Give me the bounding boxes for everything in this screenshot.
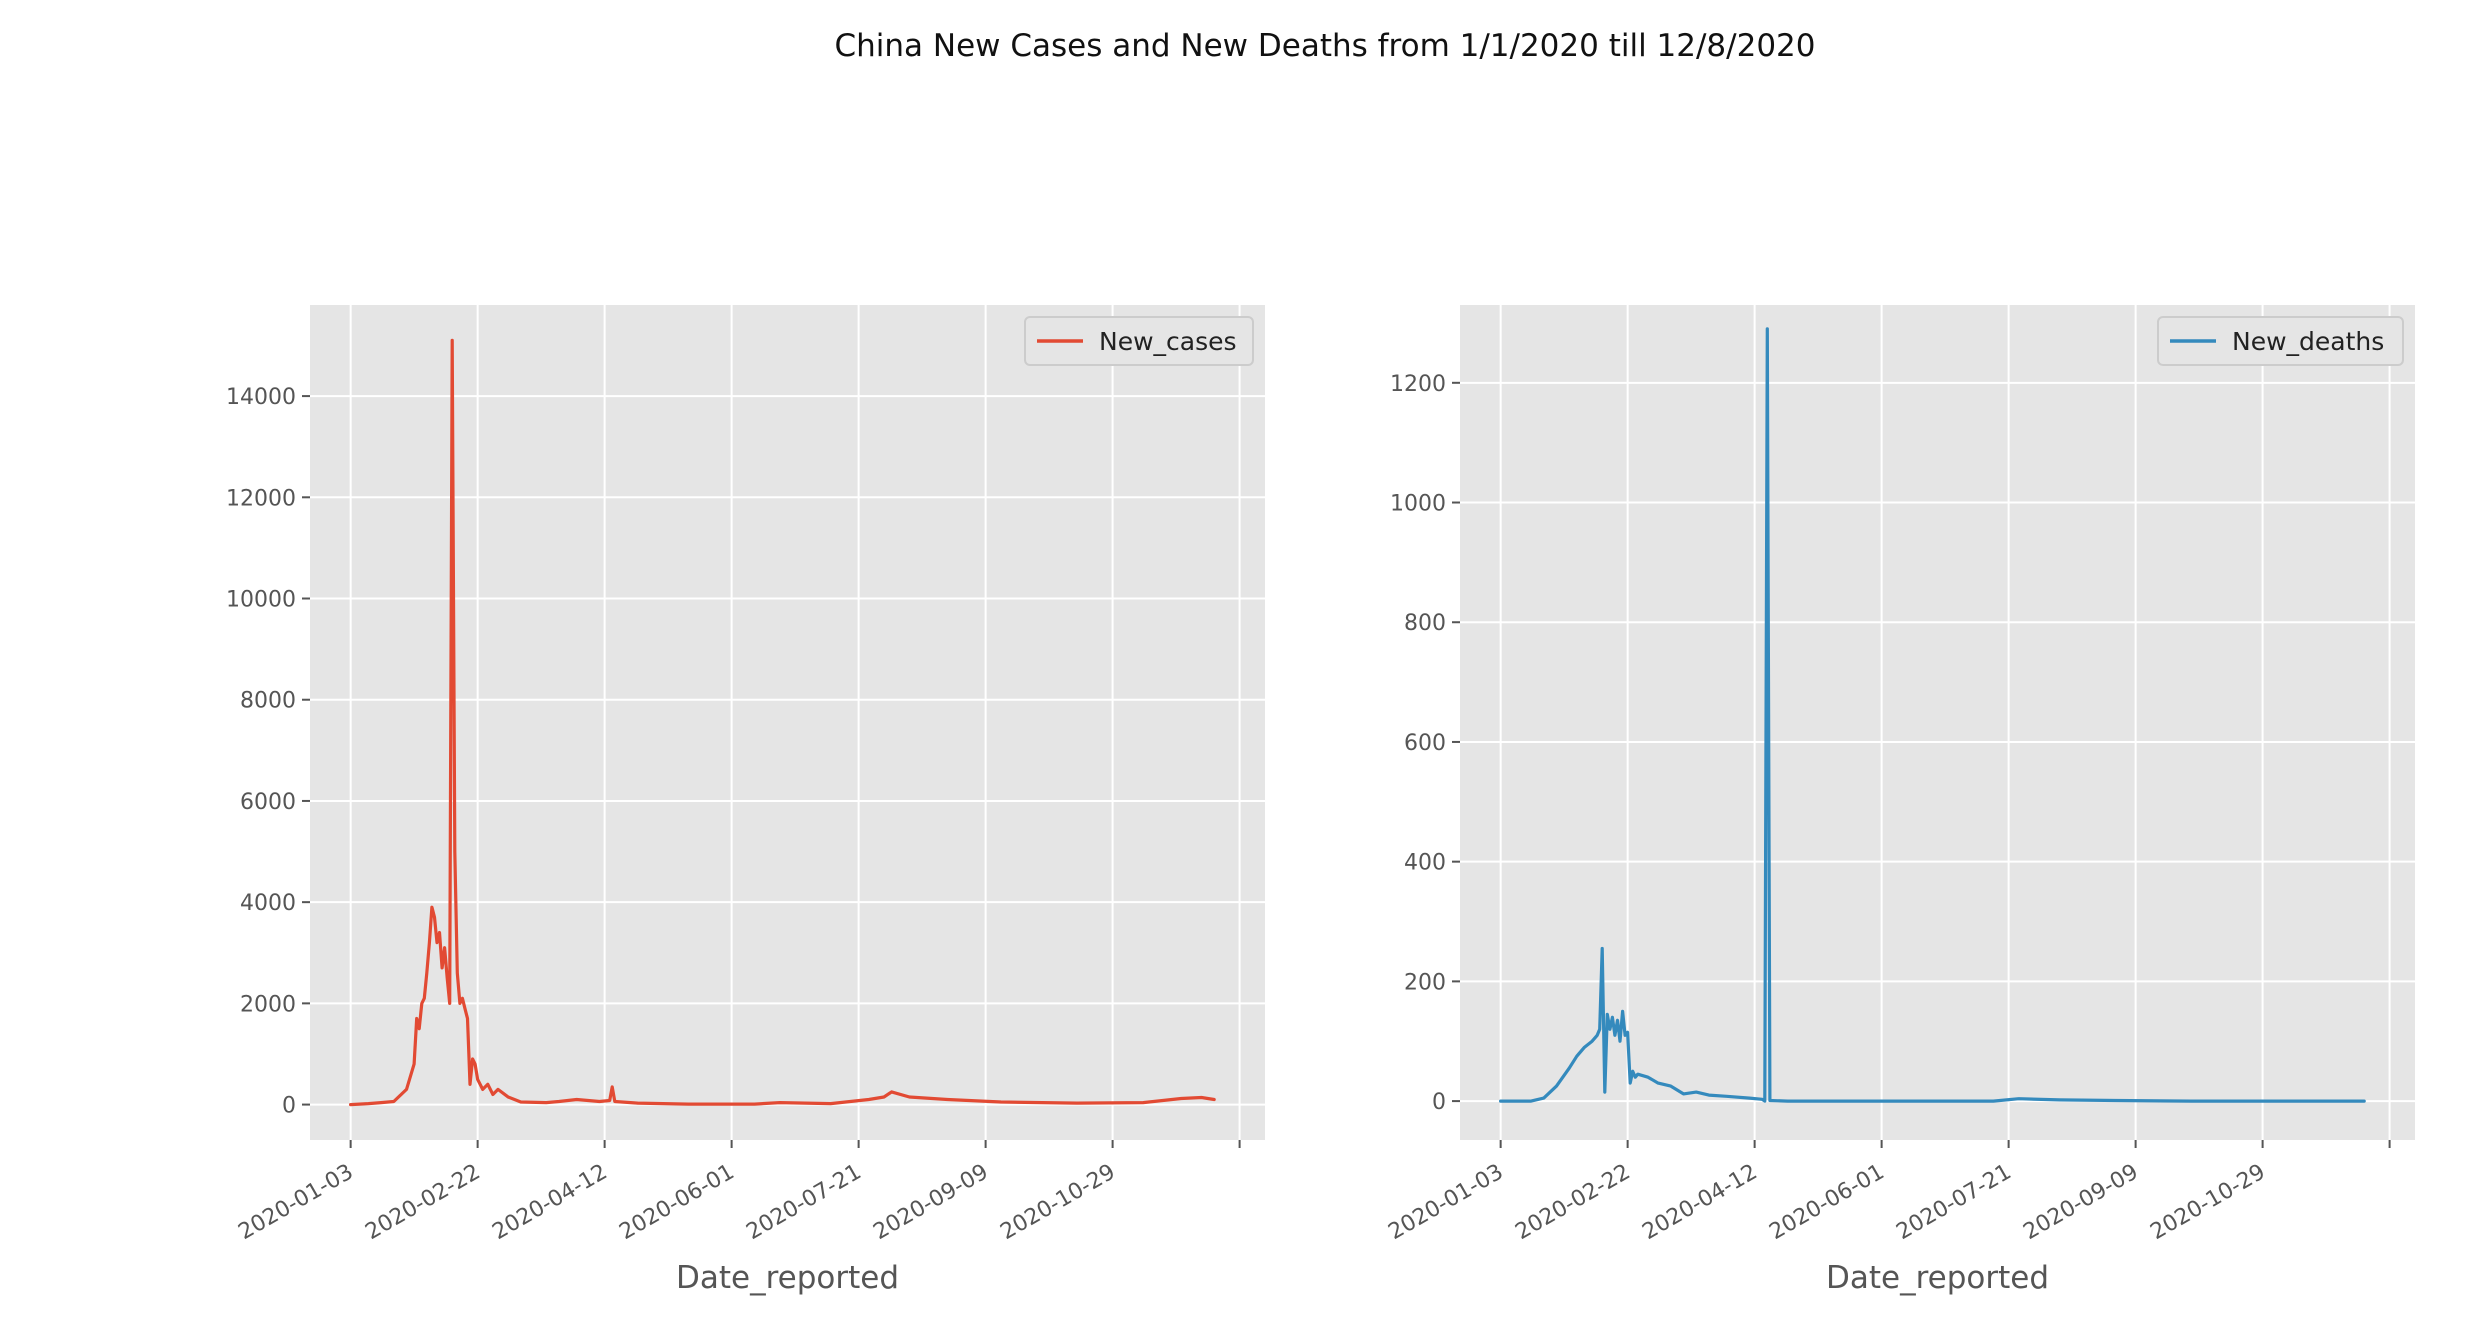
x-tick-label: 2020-02-22 [1511, 1160, 1634, 1246]
y-tick-label: 14000 [226, 385, 296, 410]
y-tick-label: 4000 [240, 891, 296, 916]
legend: New_cases [1024, 316, 1254, 366]
x-tick-label: 2020-01-03 [234, 1160, 357, 1246]
y-tick-label: 1000 [1390, 492, 1446, 517]
y-tick-label: 10000 [226, 588, 296, 613]
y-tick-label: 0 [282, 1094, 296, 1119]
y-tick-label: 1200 [1390, 372, 1446, 397]
x-tick-label: 2020-01-03 [1384, 1160, 1507, 1246]
x-tick-label: 2020-09-09 [869, 1160, 992, 1246]
x-axis-label: Date_reported [676, 1260, 899, 1296]
y-tick-label: 600 [1404, 731, 1446, 756]
plot-area [310, 305, 1265, 1140]
figure-title: China New Cases and New Deaths from 1/1/… [834, 28, 1815, 64]
y-tick-label: 400 [1404, 851, 1446, 876]
y-tick-label: 12000 [226, 486, 296, 511]
x-tick-label: 2020-07-21 [1892, 1160, 2015, 1246]
x-tick-label: 2020-10-29 [2146, 1160, 2269, 1246]
x-tick-label: 2020-09-09 [2019, 1160, 2142, 1246]
x-tick-label: 2020-06-01 [1765, 1160, 1888, 1246]
x-axis-label: Date_reported [1826, 1260, 2049, 1296]
x-tick-label: 2020-04-12 [1638, 1160, 1761, 1246]
y-tick-label: 800 [1404, 611, 1446, 636]
x-tick-label: 2020-10-29 [996, 1160, 1119, 1246]
legend-label: New_deaths [2232, 327, 2384, 356]
gridlines [310, 305, 1265, 1140]
new-cases-chart: 0 2000 4000 6000 8000 10000 12000 14000 2020-01-… [226, 305, 1265, 1296]
legend-label: New_cases [1099, 327, 1237, 356]
x-tick-label: 2020-06-01 [615, 1160, 738, 1246]
x-tick-label: 2020-07-21 [742, 1160, 865, 1246]
y-tick-label: 2000 [240, 992, 296, 1017]
y-tick-label: 6000 [240, 790, 296, 815]
new-deaths-chart: 0 200 400 600 800 1000 1200 2020-01-03 2020-02-2… [1384, 305, 2415, 1296]
legend: New_deaths [2157, 316, 2404, 366]
x-tick-label: 2020-04-12 [488, 1160, 611, 1246]
legend-box [2157, 316, 2404, 366]
plot-area [1460, 305, 2415, 1140]
y-tick-label: 200 [1404, 970, 1446, 995]
series-line-new-deaths [1498, 327, 2366, 1103]
x-tick-label: 2020-02-22 [361, 1160, 484, 1246]
gridlines [1460, 305, 2415, 1140]
legend-box [1024, 316, 1254, 366]
y-tick-label: 0 [1432, 1090, 1446, 1115]
y-tick-label: 8000 [240, 689, 296, 714]
series-line-new-cases [349, 338, 1216, 1107]
